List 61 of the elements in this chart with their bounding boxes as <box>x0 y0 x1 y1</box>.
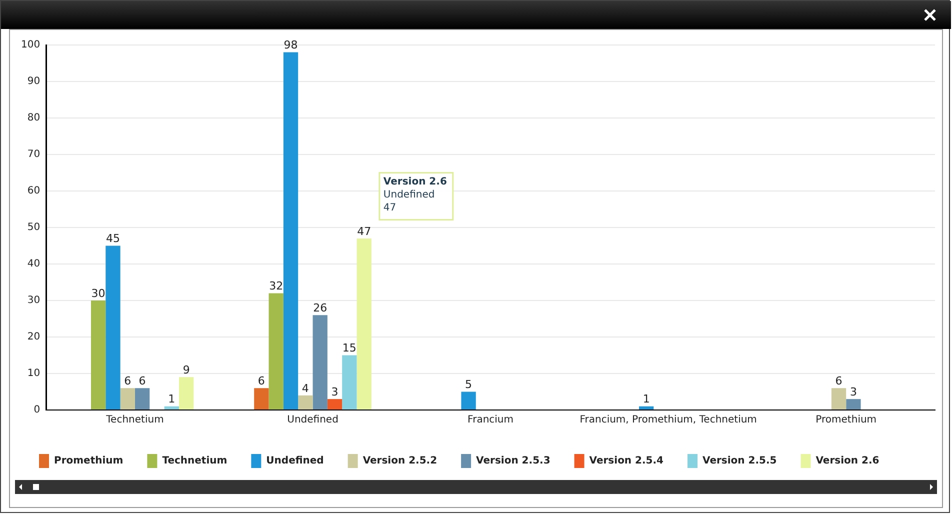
x-tick-label: Francium, Promethium, Technetium <box>580 414 757 426</box>
bar <box>178 377 194 410</box>
legend-label: Version 2.5.5 <box>702 456 777 467</box>
annotation: Version 2.6 Undefined 47 <box>383 176 447 214</box>
y-tick-label: 70 <box>27 149 40 160</box>
bar <box>831 388 846 410</box>
data-label: 30 <box>91 286 106 300</box>
legend-label: Promethium <box>54 456 124 467</box>
data-label: 1 <box>168 392 176 406</box>
bar <box>327 399 342 410</box>
data-label: 6 <box>835 374 842 388</box>
y-tick-label: 40 <box>27 258 40 270</box>
bar <box>342 355 357 410</box>
bar <box>356 238 372 410</box>
y-tick-label: 80 <box>27 112 40 124</box>
x-tick-label: Francium <box>468 414 514 426</box>
legend-label: Version 2.5.2 <box>362 456 438 467</box>
bar <box>846 399 861 410</box>
bar <box>134 388 150 410</box>
bar <box>120 388 135 410</box>
y-tick-label: 100 <box>20 40 40 51</box>
y-tick-label: 90 <box>27 76 40 88</box>
y-tick-label: 60 <box>27 186 40 197</box>
data-label: 26 <box>313 301 328 314</box>
bar <box>106 246 120 410</box>
y-tick-label: 20 <box>27 332 40 343</box>
data-label: 6 <box>138 374 146 388</box>
data-label: 47 <box>357 224 372 238</box>
legend-label: Version 2.5.4 <box>589 456 664 467</box>
y-tick-label: 50 <box>27 222 40 234</box>
bar <box>283 52 298 410</box>
x-tick-label: Undefined <box>287 414 338 426</box>
bar <box>254 388 269 410</box>
data-label: 5 <box>465 378 472 392</box>
bar <box>298 395 313 410</box>
data-label: 1 <box>642 392 650 406</box>
y-tick-label: 10 <box>27 368 40 380</box>
x-tick-label: Technetium <box>105 414 164 426</box>
bar <box>312 315 328 410</box>
legend-label: Technetium <box>162 456 228 467</box>
legend-label: Undefined <box>266 456 324 467</box>
data-label: 3 <box>850 385 857 398</box>
legend-label: Version 2.5.3 <box>476 456 550 467</box>
bar <box>164 406 179 410</box>
data-label: 9 <box>182 364 190 377</box>
data-label: 45 <box>106 232 120 246</box>
data-label: 4 <box>302 382 309 395</box>
data-label: 6 <box>124 374 132 388</box>
data-label: 15 <box>342 342 356 355</box>
bar <box>461 392 476 410</box>
data-label: 3 <box>331 385 338 398</box>
bar <box>90 300 106 410</box>
y-tick-label: 30 <box>27 295 40 306</box>
x-tick-label: Promethium <box>816 414 877 426</box>
legend-label: Version 2.6 <box>816 456 880 467</box>
data-label: 98 <box>284 38 298 52</box>
bar <box>638 406 654 410</box>
y-tick-label: 0 <box>34 404 40 416</box>
data-label: 32 <box>269 280 284 293</box>
data-label: 6 <box>258 374 265 388</box>
bar <box>268 293 284 410</box>
